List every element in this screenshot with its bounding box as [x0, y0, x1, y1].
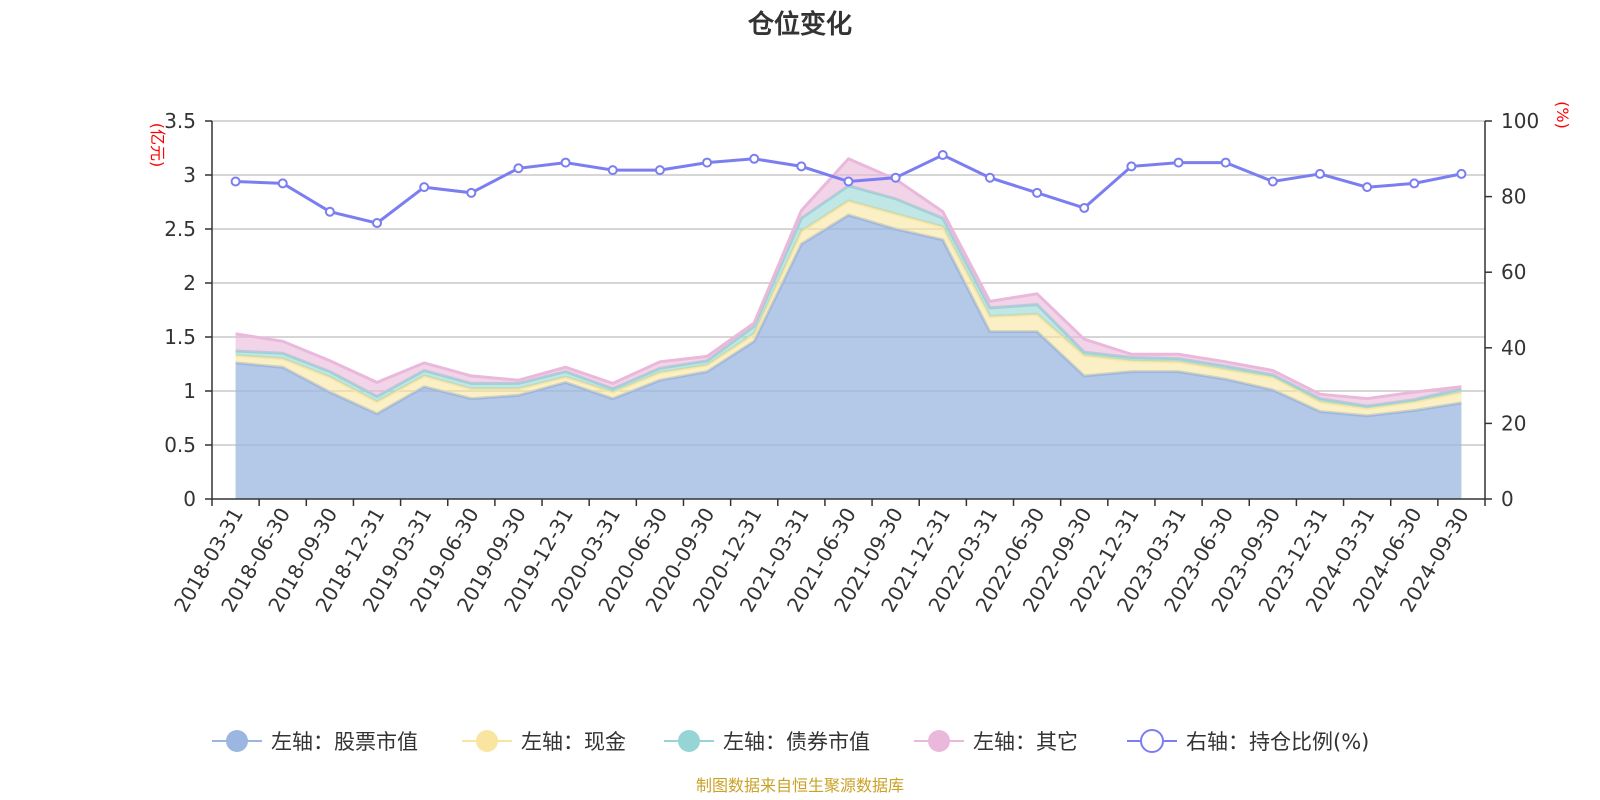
legend-marker-3 — [678, 730, 700, 752]
ratio-point — [843, 176, 854, 187]
ratio-point — [560, 157, 571, 168]
left-tick-label: 3.5 — [164, 109, 196, 133]
ratio-point — [702, 157, 713, 168]
ratio-line — [230, 150, 1467, 229]
left-tick-label: 2.5 — [164, 217, 196, 241]
ratio-point — [749, 153, 760, 164]
area-4 — [235, 158, 1462, 407]
left-tick-label: 3 — [183, 163, 196, 187]
left-axis-unit: (亿元) — [148, 123, 167, 168]
right-tick-label: 100 — [1501, 109, 1539, 133]
ratio-point — [1409, 178, 1420, 189]
legend-label-3: 左轴：债券市值 — [723, 730, 870, 754]
left-tick-label: 0.5 — [164, 433, 196, 457]
ratio-point — [937, 150, 948, 161]
right-tick-label: 40 — [1501, 336, 1526, 360]
legend-label-1: 左轴：股票市值 — [271, 730, 418, 754]
area-edge-4 — [235, 156, 1462, 401]
data-source-note: 制图数据来自恒生聚源数据库 — [696, 776, 904, 795]
right-axis-ticks: 0 20 40 60 80 100 — [1501, 109, 1539, 511]
legend-marker-5 — [1140, 729, 1164, 753]
ratio-point — [1456, 168, 1467, 179]
ratio-point — [419, 182, 430, 193]
legend: 左轴：股票市值 左轴：现金 左轴：债券市值 左轴：其它 右轴：持仓比例(%) — [212, 729, 1369, 754]
ratio-point — [796, 161, 807, 172]
right-axis-unit: (%) — [1553, 101, 1572, 129]
legend-label-2: 左轴：现金 — [521, 730, 626, 754]
left-tick-label: 1.5 — [164, 325, 196, 349]
stacked-areas — [235, 156, 1462, 499]
ratio-point — [890, 172, 901, 183]
legend-marker-4 — [928, 730, 950, 752]
legend-label-5: 右轴：持仓比例(%) — [1186, 730, 1369, 754]
axes — [205, 120, 1492, 506]
ratio-point — [654, 165, 665, 176]
right-tick-label: 0 — [1501, 487, 1514, 511]
ratio-point — [230, 176, 241, 187]
ratio-point — [466, 187, 477, 198]
right-tick-label: 60 — [1501, 260, 1526, 284]
ratio-point — [1220, 157, 1231, 168]
x-axis-ticks: 2018-03-312018-06-302018-09-302018-12-31… — [169, 503, 1474, 616]
ratio-point — [324, 206, 335, 217]
ratio-point — [607, 165, 618, 176]
left-tick-label: 0 — [183, 487, 196, 511]
left-axis-ticks: 0 0.5 1 1.5 2 2.5 3 3.5 — [164, 109, 196, 511]
right-tick-label: 80 — [1501, 185, 1526, 209]
ratio-point — [513, 163, 524, 174]
right-tick-label: 20 — [1501, 411, 1526, 435]
ratio-point — [1362, 182, 1373, 193]
ratio-point — [1314, 168, 1325, 179]
chart-title: 仓位变化 — [747, 9, 852, 40]
ratio-point — [277, 178, 288, 189]
area-1 — [235, 215, 1462, 499]
legend-marker-2 — [476, 730, 498, 752]
ratio-point — [1079, 202, 1090, 213]
ratio-point — [984, 172, 995, 183]
left-tick-label: 1 — [183, 379, 196, 403]
ratio-point — [372, 218, 383, 229]
ratio-point — [1173, 157, 1184, 168]
ratio-point — [1032, 187, 1043, 198]
legend-label-4: 左轴：其它 — [973, 730, 1078, 754]
ratio-point — [1126, 161, 1137, 172]
legend-marker-1 — [226, 730, 248, 752]
ratio-point — [1267, 176, 1278, 187]
left-tick-label: 2 — [183, 271, 196, 295]
